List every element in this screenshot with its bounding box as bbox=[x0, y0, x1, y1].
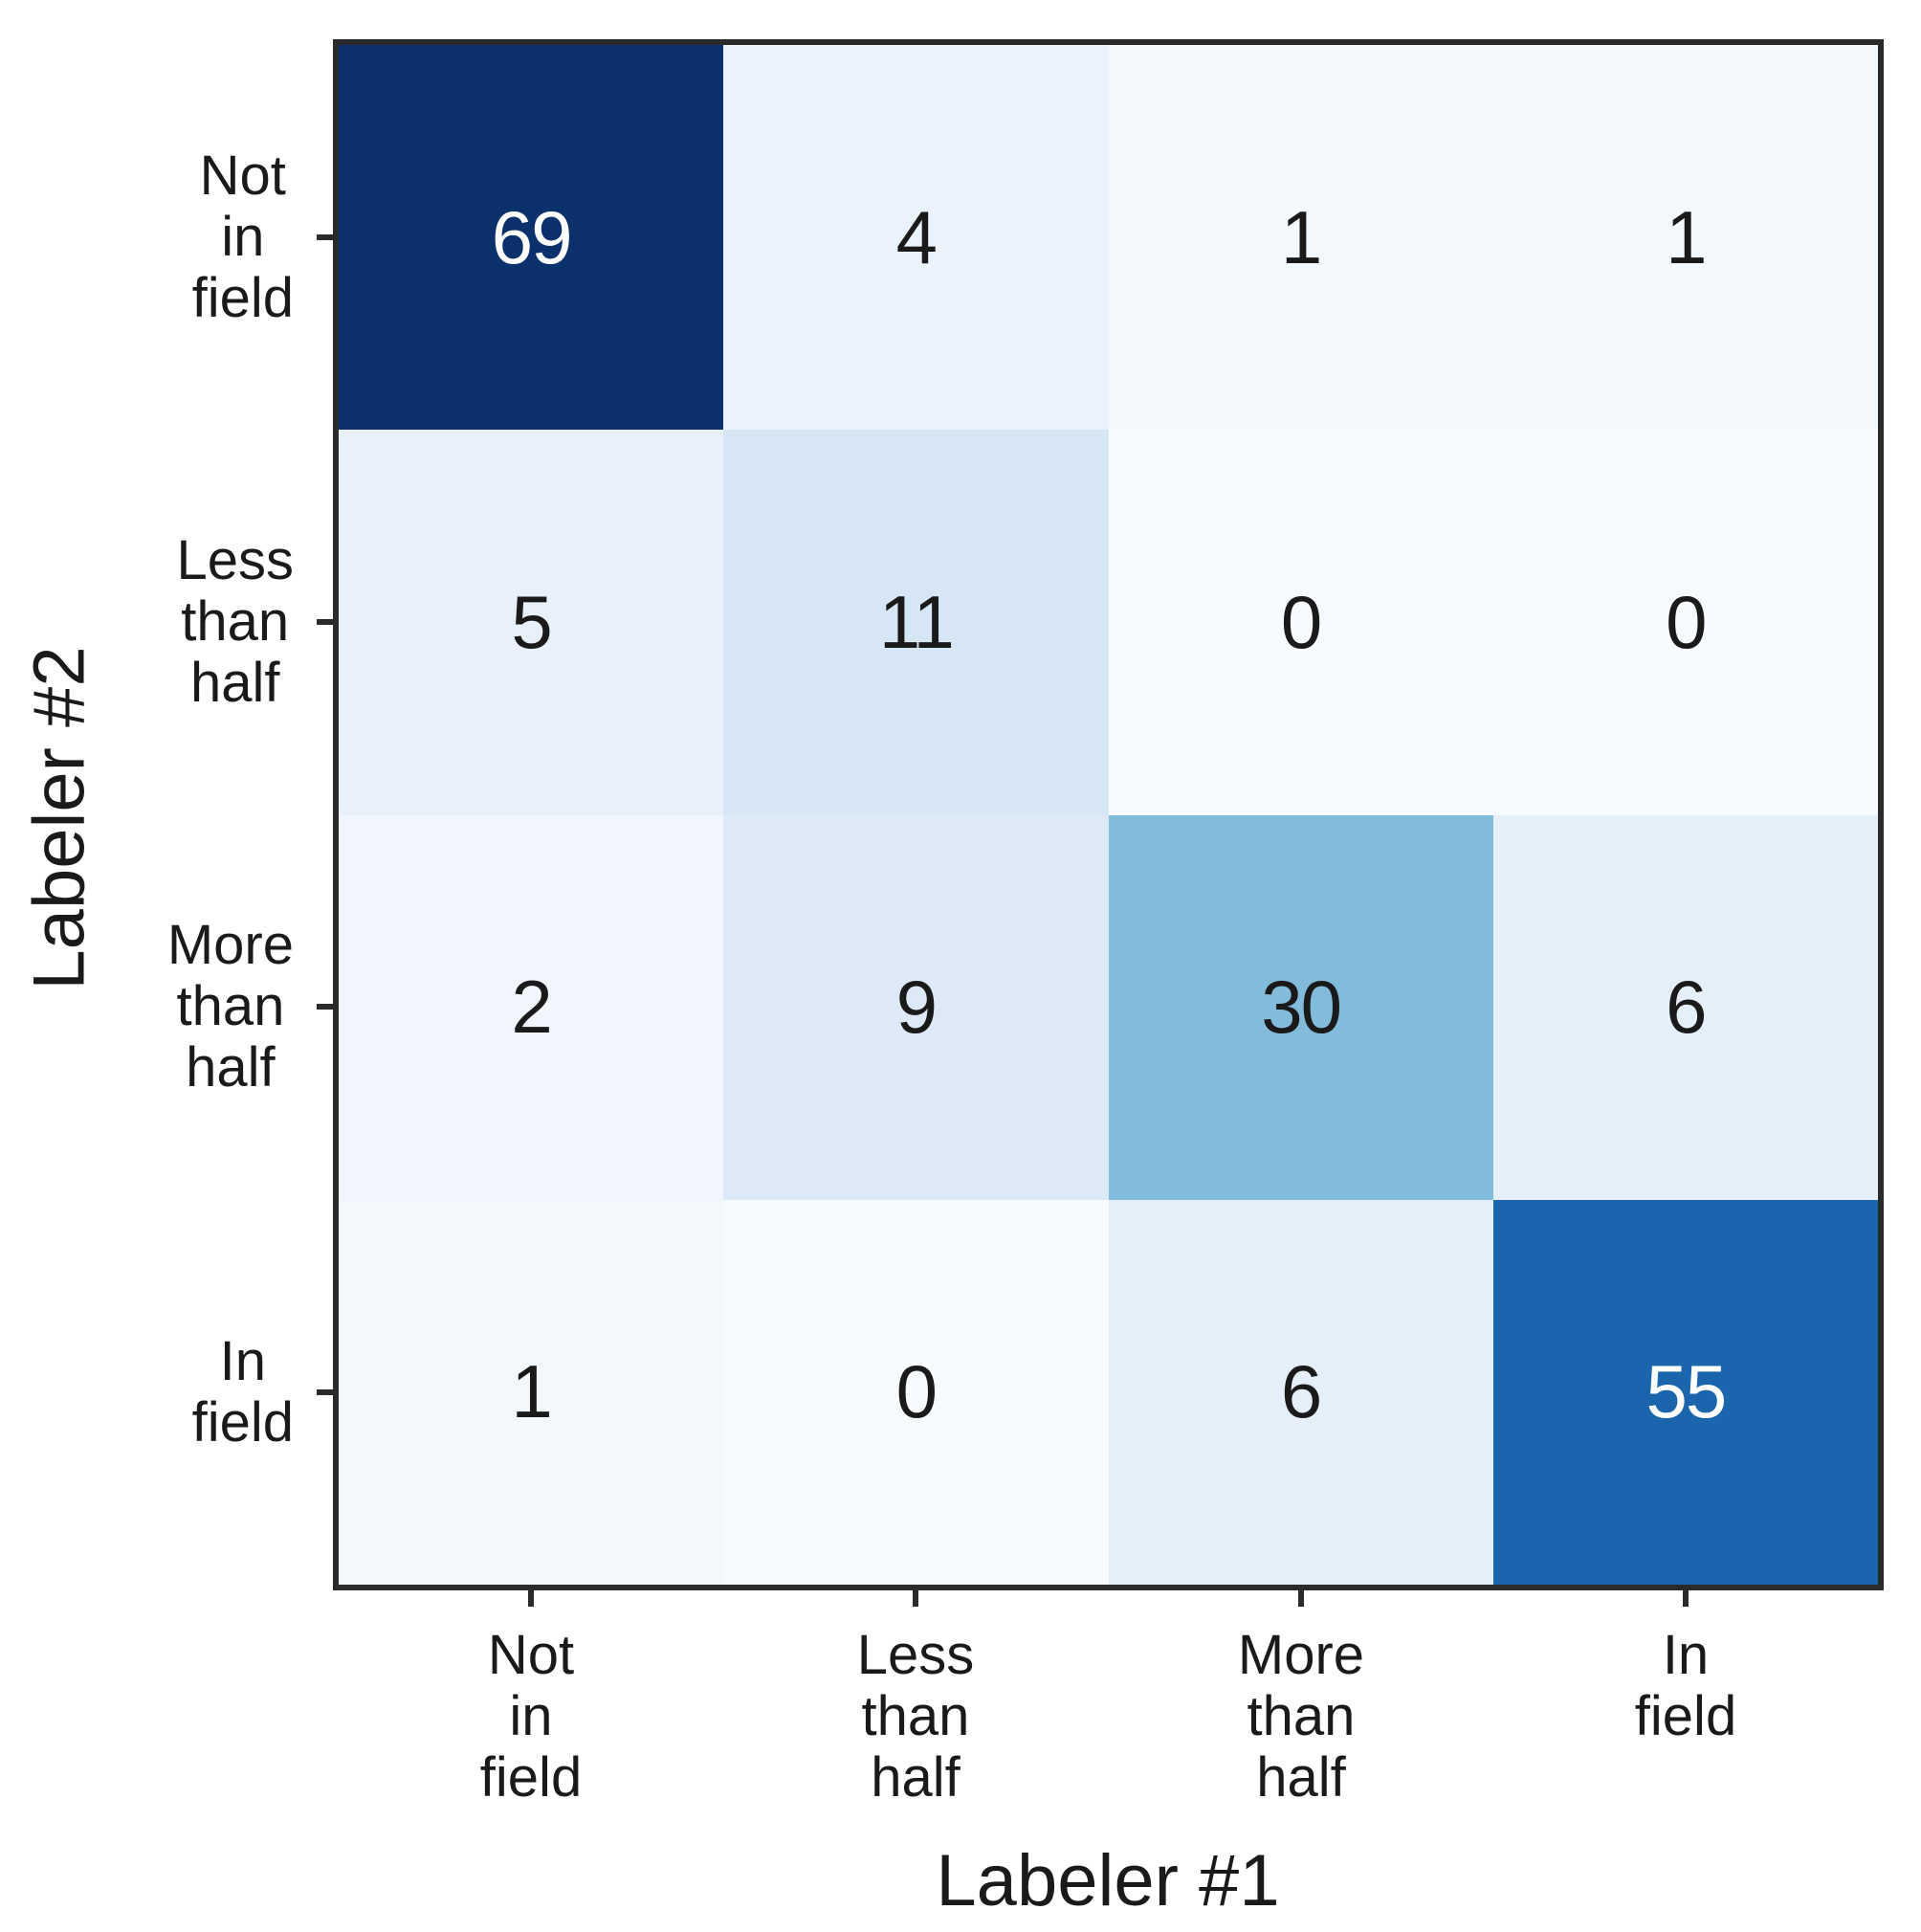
y-axis-tick bbox=[317, 619, 333, 625]
x-axis-tick bbox=[528, 1590, 534, 1607]
heatmap-plot-area: 69 4 1 1 5 11 0 0 2 9 30 6 1 0 6 55 bbox=[333, 39, 1884, 1590]
x-tick-label-less-than-half: Less than half bbox=[856, 1624, 975, 1809]
heatmap-cell: 4 bbox=[723, 45, 1109, 431]
heatmap-cell: 55 bbox=[1492, 1199, 1878, 1585]
heatmap-cell: 30 bbox=[1108, 814, 1493, 1200]
heatmap-cell: 1 bbox=[339, 1199, 724, 1585]
x-tick-label-in-field: In field bbox=[1634, 1624, 1737, 1747]
heatmap-cell: 5 bbox=[339, 430, 724, 815]
heatmap-cell: 2 bbox=[339, 814, 724, 1200]
y-axis-tick bbox=[317, 1004, 333, 1010]
heatmap-cell: 6 bbox=[1492, 814, 1878, 1200]
heatmap-cell: 9 bbox=[723, 814, 1109, 1200]
heatmap-cell: 0 bbox=[723, 1199, 1109, 1585]
heatmap-cell: 1 bbox=[1492, 45, 1878, 431]
heatmap-cell: 1 bbox=[1108, 45, 1493, 431]
y-tick-label-in-field: In field bbox=[191, 1330, 294, 1454]
x-axis-tick bbox=[1298, 1590, 1304, 1607]
y-axis-title: Labeler #2 bbox=[18, 646, 100, 990]
x-tick-label-more-than-half: More than half bbox=[1237, 1624, 1365, 1809]
x-tick-label-not-in-field: Not in field bbox=[479, 1624, 583, 1809]
y-tick-label-more-than-half: More than half bbox=[166, 914, 294, 1099]
heatmap-cell: 11 bbox=[723, 430, 1109, 815]
heatmap-cell: 69 bbox=[339, 45, 724, 431]
x-axis-tick bbox=[1683, 1590, 1689, 1607]
heatmap-cell: 6 bbox=[1108, 1199, 1493, 1585]
heatmap-cell: 0 bbox=[1492, 430, 1878, 815]
y-axis-tick bbox=[317, 234, 333, 240]
y-axis-tick bbox=[317, 1389, 333, 1395]
x-axis-tick bbox=[913, 1590, 918, 1607]
x-axis-title: Labeler #1 bbox=[936, 1840, 1280, 1921]
y-tick-label-not-in-field: Not in field bbox=[191, 144, 294, 329]
heatmap-cell: 0 bbox=[1108, 430, 1493, 815]
y-tick-label-less-than-half: Less than half bbox=[176, 529, 294, 714]
